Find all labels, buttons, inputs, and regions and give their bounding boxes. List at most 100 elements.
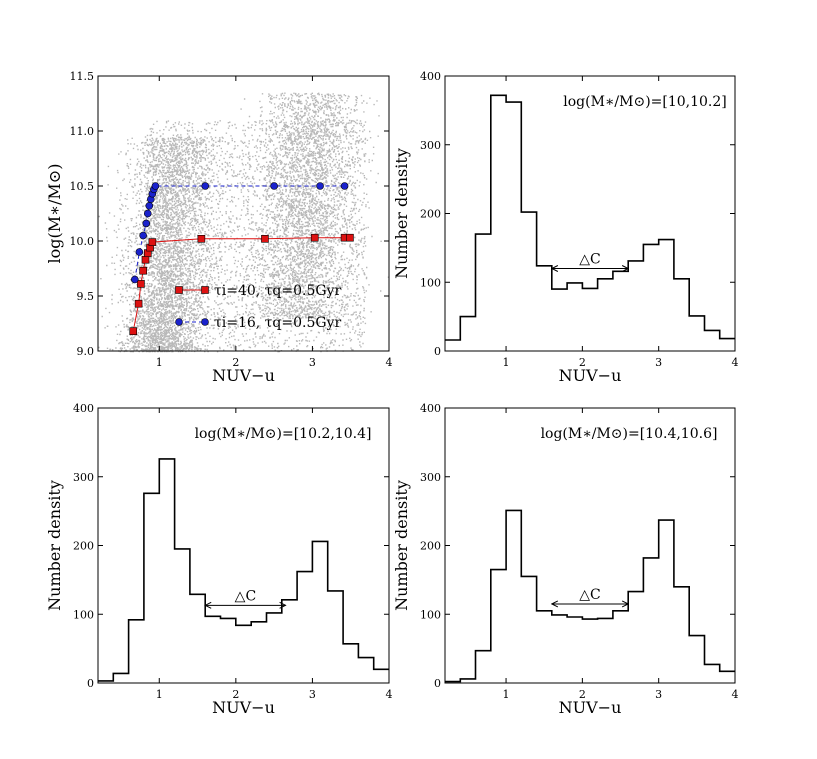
scatter-panel: 1 2 3 4 9.0 9.5 10.0 10.5 11.0 11.5 NUV−u log(M∗/… <box>45 70 393 385</box>
legend-label-blue: τi=16, τq=0.5Gyr <box>214 315 341 331</box>
mass-bin-annotation: log(M∗/M⊙)=[10.2,10.4] <box>195 426 372 442</box>
data-point <box>139 231 147 240</box>
y-tick-label: 300 <box>420 139 441 152</box>
x-tick-label: 3 <box>655 356 662 369</box>
y-tick-label: 300 <box>420 471 441 484</box>
axis-ticks: 1 2 3 4 0 100 200 300 400 <box>420 402 739 701</box>
x-tick-label: 4 <box>732 356 739 369</box>
x-tick-label: 2 <box>232 356 239 369</box>
plot-frame <box>444 75 736 352</box>
y-tick-label: 10.0 <box>70 235 95 248</box>
data-point <box>270 182 278 190</box>
data-point <box>139 266 147 275</box>
data-point <box>142 219 151 228</box>
x-tick-label: 2 <box>232 688 239 701</box>
histogram-step-line <box>98 458 389 682</box>
model-tracks <box>129 182 354 336</box>
y-tick-label: 9.0 <box>77 345 95 358</box>
legend-marker-red <box>201 286 209 294</box>
y-tick-label: 11.5 <box>70 70 95 83</box>
x-tick-label: 1 <box>503 356 510 369</box>
delta-c-label: △C <box>235 588 256 604</box>
legend-entry-red-track: τi=40, τq=0.5Gyr <box>175 283 341 299</box>
axis-ticks: 1 2 3 4 9.0 9.5 10.0 10.5 11.0 11.5 <box>70 70 393 369</box>
y-tick-label: 200 <box>420 540 441 553</box>
x-tick-label: 1 <box>503 688 510 701</box>
y-axis-label: Number density <box>45 480 64 611</box>
y-tick-label: 200 <box>73 540 94 553</box>
y-tick-label: 10.5 <box>70 180 95 193</box>
x-axis-label: NUV−u <box>212 366 275 385</box>
data-point <box>310 233 319 242</box>
data-point <box>143 209 152 218</box>
data-point <box>201 182 210 190</box>
data-point <box>137 280 145 288</box>
data-point <box>134 299 143 308</box>
x-tick-label: 4 <box>386 688 393 701</box>
data-point <box>130 275 139 284</box>
data-point <box>151 182 160 190</box>
y-tick-label: 100 <box>73 608 94 621</box>
y-tick-label: 0 <box>434 677 441 690</box>
x-tick-label: 2 <box>579 356 586 369</box>
y-tick-label: 100 <box>420 276 441 289</box>
axis-ticks: 1 2 3 4 0 100 200 300 400 <box>420 70 739 369</box>
data-point <box>141 255 150 264</box>
delta-c-label: △C <box>579 252 600 268</box>
plot-frame <box>444 407 736 684</box>
mass-bin-annotation: log(M∗/M⊙)=[10,10.2] <box>563 94 727 110</box>
model-track-red <box>129 233 354 336</box>
x-tick-label: 1 <box>156 688 163 701</box>
data-point <box>261 235 269 243</box>
legend-marker-blue <box>201 318 209 326</box>
x-tick-label: 4 <box>386 356 393 369</box>
x-axis-label: NUV−u <box>212 698 275 717</box>
y-axis-label: log(M∗/M⊙) <box>45 164 64 264</box>
legend-label-red: τi=40, τq=0.5Gyr <box>214 283 341 299</box>
plot-frame <box>97 407 390 684</box>
y-tick-label: 11.0 <box>70 125 95 138</box>
y-tick-label: 400 <box>420 402 441 415</box>
mass-bin-annotation: log(M∗/M⊙)=[10.4,10.6] <box>541 426 718 442</box>
data-point <box>135 248 144 256</box>
data-point <box>197 235 206 243</box>
legend-entry-blue-track: τi=16, τq=0.5Gyr <box>175 315 341 331</box>
x-tick-label: 2 <box>579 688 586 701</box>
x-axis-label: NUV−u <box>559 698 622 717</box>
y-tick-label: 100 <box>420 608 441 621</box>
y-axis-label: Number density <box>392 148 411 279</box>
galaxy-points <box>98 92 390 353</box>
x-tick-label: 3 <box>309 688 316 701</box>
data-point <box>316 182 324 190</box>
y-tick-label: 9.5 <box>77 290 95 303</box>
x-tick-label: 3 <box>655 688 662 701</box>
galaxy-scatter-cloud <box>98 92 390 353</box>
legend-marker-red <box>175 286 183 294</box>
plot-frame <box>97 75 390 352</box>
delta-c-label: △C <box>579 587 600 603</box>
y-tick-label: 0 <box>434 345 441 358</box>
data-point <box>340 182 349 190</box>
data-point <box>346 233 354 242</box>
y-tick-label: 200 <box>420 208 441 221</box>
data-point <box>145 202 154 210</box>
y-tick-label: 300 <box>73 471 94 484</box>
legend-marker-blue <box>175 318 183 326</box>
x-axis-label: NUV−u <box>559 366 622 385</box>
histogram-step-line <box>445 94 735 341</box>
y-axis-label: Number density <box>392 480 411 611</box>
y-tick-label: 0 <box>87 677 94 690</box>
data-point <box>148 238 157 246</box>
histogram-panel-10.4-10.6: 1 2 3 4 0 100 200 300 400 log(M∗/M⊙)=[10.4,10.6]… <box>392 402 739 717</box>
data-point <box>129 327 138 336</box>
x-tick-label: 4 <box>732 688 739 701</box>
axis-ticks: 1 2 3 4 0 100 200 300 400 <box>73 402 393 701</box>
x-tick-label: 3 <box>309 356 316 369</box>
histogram-step-line <box>445 509 735 683</box>
histogram-panel-10.2-10.4: 1 2 3 4 0 100 200 300 400 log(M∗/M⊙)=[10.2,10.4]… <box>45 402 393 717</box>
legend: τi=40, τq=0.5Gyr τi=16, τq=0.5Gyr <box>175 283 341 331</box>
x-tick-label: 1 <box>156 356 163 369</box>
y-tick-label: 400 <box>73 402 94 415</box>
histogram-panel-10-10.2: 1 2 3 4 0 100 200 300 400 log(M∗/M⊙)=[10,10.2] △… <box>392 70 739 385</box>
